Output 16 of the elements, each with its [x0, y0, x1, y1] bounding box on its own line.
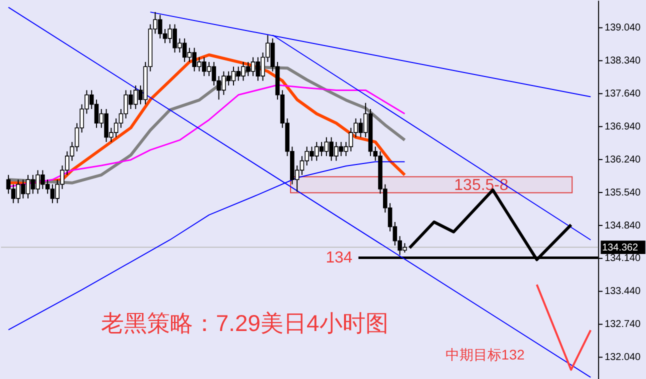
- y-tick-label: 136.940: [604, 121, 642, 132]
- y-tick-label: 134.140: [604, 253, 642, 264]
- ref-line-label: 134.362: [602, 242, 639, 254]
- y-tick-label: 136.240: [604, 154, 642, 166]
- y-tick-label: 132.740: [604, 319, 642, 330]
- y-tick-label: 137.640: [604, 88, 642, 100]
- annotation: 中期目标132: [445, 346, 525, 363]
- y-tick-label: 132.040: [604, 352, 642, 364]
- band-label: 135.5-8: [454, 176, 508, 194]
- y-tick-label: 138.340: [604, 56, 642, 67]
- text: 老黑策略：7.29美日4小时图: [100, 310, 388, 336]
- y-tick-label: 133.440: [604, 286, 642, 298]
- y-tick-label: 135.540: [604, 187, 642, 198]
- y-tick-label: 134.840: [604, 220, 642, 232]
- ref-line-label: 134: [326, 250, 353, 267]
- y-tick-label: 139.040: [604, 22, 642, 34]
